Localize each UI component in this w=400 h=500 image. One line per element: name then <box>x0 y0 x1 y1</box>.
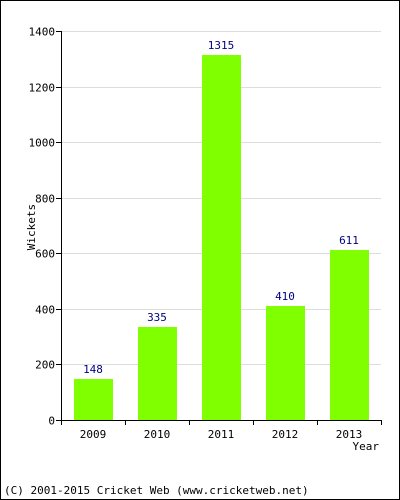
x-tick-label: 2011 <box>208 428 235 441</box>
y-tick-label: 1000 <box>29 137 56 150</box>
data-label: 611 <box>339 234 359 247</box>
y-tick-label: 1200 <box>29 82 56 95</box>
y-tick-label: 600 <box>35 248 55 261</box>
x-axis-title: Year <box>353 440 380 453</box>
x-tick-label: 2010 <box>144 428 171 441</box>
bar-2013 <box>330 250 369 420</box>
bar-2009 <box>74 379 113 420</box>
copyright-footer: (C) 2001-2015 Cricket Web (www.cricketwe… <box>4 484 309 497</box>
data-label: 335 <box>147 311 167 324</box>
bar-2010 <box>138 327 177 420</box>
data-label: 148 <box>83 363 103 376</box>
x-tick-label: 2013 <box>336 428 363 441</box>
bar-2012 <box>266 306 305 420</box>
data-label: 1315 <box>208 39 235 52</box>
bar-2011 <box>202 55 241 420</box>
y-tick-label: 1400 <box>29 26 56 39</box>
y-axis-title: Wickets <box>25 204 38 250</box>
data-label: 410 <box>275 290 295 303</box>
y-tick-label: 800 <box>35 193 55 206</box>
y-tick-label: 400 <box>35 304 55 317</box>
y-tick-label: 0 <box>48 415 55 428</box>
y-tick-label: 200 <box>35 359 55 372</box>
x-tick-label: 2012 <box>272 428 299 441</box>
x-tick-label: 2009 <box>80 428 107 441</box>
